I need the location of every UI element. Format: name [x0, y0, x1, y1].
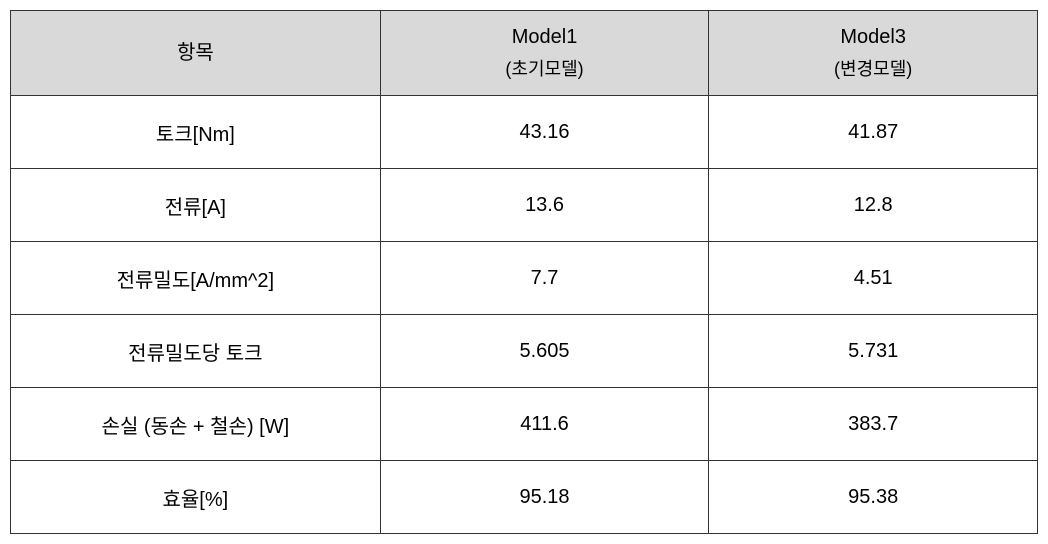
- header-item: 항목: [11, 11, 381, 96]
- table-row: 전류밀도당 토크 5.605 5.731: [11, 315, 1038, 388]
- row-model3-value: 4.51: [709, 242, 1038, 315]
- header-model1-main: Model1: [512, 26, 578, 48]
- row-model1-value: 13.6: [380, 169, 709, 242]
- row-model3-value: 5.731: [709, 315, 1038, 388]
- row-model1-value: 5.605: [380, 315, 709, 388]
- row-label: 전류[A]: [11, 169, 381, 242]
- table-body: 토크[Nm] 43.16 41.87 전류[A] 13.6 12.8 전류밀도[…: [11, 96, 1038, 534]
- comparison-table-container: 항목 Model1 (초기모델) Model3 (변경모델) 토크[Nm] 43…: [10, 10, 1038, 534]
- row-label: 손실 (동손 + 철손) [W]: [11, 388, 381, 461]
- row-model3-value: 41.87: [709, 96, 1038, 169]
- row-model3-value: 95.38: [709, 461, 1038, 534]
- header-model1: Model1 (초기모델): [380, 11, 709, 96]
- row-model1-value: 95.18: [380, 461, 709, 534]
- table-row: 전류밀도[A/mm^2] 7.7 4.51: [11, 242, 1038, 315]
- header-model1-sub: (초기모델): [505, 59, 583, 79]
- header-model3-main: Model3: [840, 26, 906, 48]
- table-row: 효율[%] 95.18 95.38: [11, 461, 1038, 534]
- table-header: 항목 Model1 (초기모델) Model3 (변경모델): [11, 11, 1038, 96]
- header-model3: Model3 (변경모델): [709, 11, 1038, 96]
- header-model3-sub: (변경모델): [834, 59, 912, 79]
- table-row: 손실 (동손 + 철손) [W] 411.6 383.7: [11, 388, 1038, 461]
- comparison-table: 항목 Model1 (초기모델) Model3 (변경모델) 토크[Nm] 43…: [10, 10, 1038, 534]
- row-model1-value: 43.16: [380, 96, 709, 169]
- header-item-main: 항목: [177, 42, 214, 64]
- row-model3-value: 383.7: [709, 388, 1038, 461]
- row-model3-value: 12.8: [709, 169, 1038, 242]
- row-model1-value: 411.6: [380, 388, 709, 461]
- row-label: 전류밀도당 토크: [11, 315, 381, 388]
- row-model1-value: 7.7: [380, 242, 709, 315]
- table-row: 전류[A] 13.6 12.8: [11, 169, 1038, 242]
- table-row: 토크[Nm] 43.16 41.87: [11, 96, 1038, 169]
- row-label: 효율[%]: [11, 461, 381, 534]
- row-label: 토크[Nm]: [11, 96, 381, 169]
- table-header-row: 항목 Model1 (초기모델) Model3 (변경모델): [11, 11, 1038, 96]
- row-label: 전류밀도[A/mm^2]: [11, 242, 381, 315]
